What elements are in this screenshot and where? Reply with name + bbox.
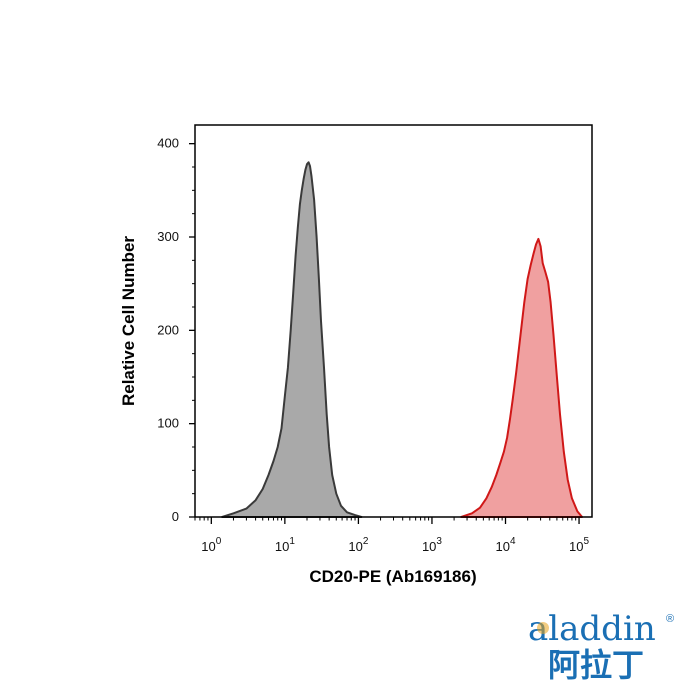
logo-accent-dot [537,622,549,634]
y-axis-title: Relative Cell Number [119,236,138,406]
x-axis-title: CD20-PE (Ab169186) [309,567,476,586]
x-tick-label: 105 [569,536,589,554]
x-tick-label: 100 [201,536,221,554]
y-tick-label: 400 [157,136,179,151]
logo-brand-text: aladdin [528,609,656,649]
y-tick-label: 200 [157,322,179,337]
series-layer [221,161,584,518]
logo-brand-cn: 阿拉丁 [548,646,644,684]
histogram-series-1 [221,161,363,518]
x-tick-label: 101 [275,536,295,554]
y-tick-label: 100 [157,416,179,431]
logo-registered-mark: ® [666,613,674,625]
histogram-series-2 [460,237,584,518]
y-tick-label: 0 [172,509,179,524]
x-tick-label: 103 [422,536,442,554]
x-tick-label: 104 [495,536,515,554]
y-tick-label: 300 [157,229,179,244]
y-axis-ticks: 0 100 200 300 400 [157,136,195,524]
x-tick-label: 102 [348,536,368,554]
aladdin-logo: aladdin ® 阿拉丁 [528,609,674,684]
